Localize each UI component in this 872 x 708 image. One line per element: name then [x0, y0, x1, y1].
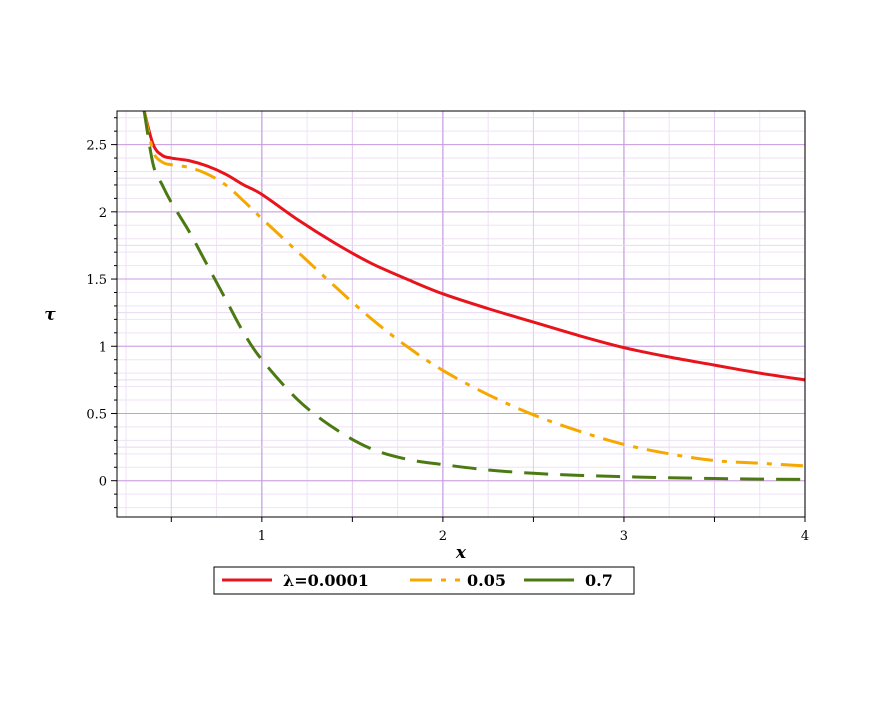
y-tick-label: 2.5	[86, 139, 107, 154]
x-axis-label: x	[455, 543, 467, 563]
legend-label-3: 0.7	[585, 571, 613, 590]
y-tick-label: 0	[99, 475, 107, 490]
y-tick-label: 1	[99, 340, 107, 355]
y-tick-label: 2	[99, 206, 107, 221]
y-axis-ticks: 0 0.5 1 1.5 2 2.5	[86, 117, 117, 509]
x-axis-ticks: 1 2 3 4	[170, 517, 809, 544]
plot-frame	[116, 110, 806, 518]
series-line-2	[142, 111, 805, 468]
x-tick-label: 2	[439, 529, 447, 544]
legend-label-1: λ=0.0001	[283, 571, 369, 590]
x-tick-label: 3	[620, 529, 628, 544]
legend-label-2: 0.05	[467, 571, 506, 590]
x-tick-label: 4	[801, 529, 809, 544]
x-tick-label: 1	[258, 529, 266, 544]
y-tick-label: 0.5	[86, 407, 107, 422]
plot-series	[142, 111, 805, 481]
series-line-3	[142, 111, 805, 481]
series-line-1	[142, 111, 805, 382]
y-tick-label: 1.5	[86, 273, 107, 288]
y-axis-label: τ	[44, 305, 56, 325]
legend: λ=0.0001 0.05 0.7	[213, 566, 635, 595]
